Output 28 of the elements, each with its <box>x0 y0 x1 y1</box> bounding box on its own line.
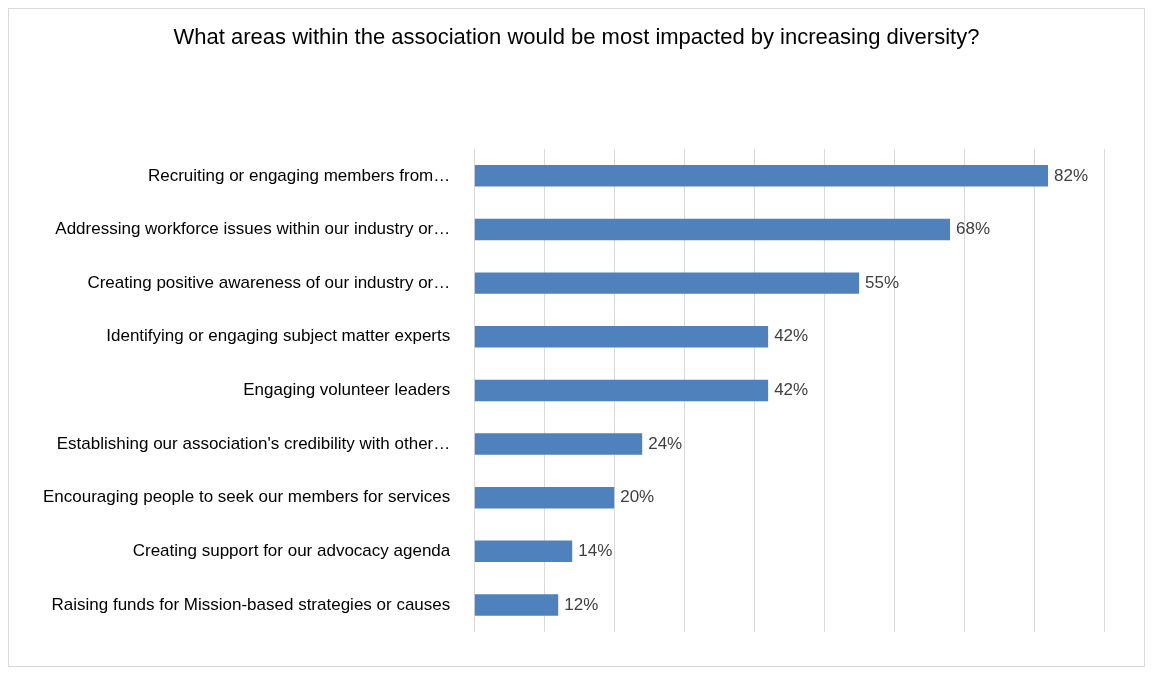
bar <box>474 486 615 509</box>
data-label: 42% <box>774 380 809 400</box>
data-label: 14% <box>578 541 613 561</box>
y-tick-label: Encouraging people to seek our members for services <box>43 487 451 507</box>
y-tick-label: Establishing our association's credibility with other… <box>56 433 451 453</box>
data-label: 42% <box>774 326 809 346</box>
y-tick-label: Creating support for our advocacy agenda <box>132 541 451 561</box>
bar <box>474 433 643 455</box>
data-label: 68% <box>956 219 991 239</box>
data-label: 55% <box>865 272 900 292</box>
data-label: 12% <box>564 594 599 614</box>
chart-title: What areas within the association would be most impacted by increasing diversity? <box>173 24 980 50</box>
data-label: 82% <box>1054 165 1089 185</box>
bar <box>474 326 769 348</box>
y-tick-label: Recruiting or engaging members from… <box>147 165 451 185</box>
y-tick-label: Identifying or engaging subject matter experts <box>106 326 451 346</box>
bar <box>474 594 559 616</box>
y-tick-label: Raising funds for Mission-based strategies or causes <box>51 594 451 614</box>
bar <box>474 379 769 402</box>
bar <box>474 218 951 241</box>
bar <box>474 272 860 294</box>
data-label: 20% <box>620 487 655 507</box>
data-label: 24% <box>648 433 683 453</box>
y-tick-label: Engaging volunteer leaders <box>243 380 451 400</box>
bar <box>474 540 573 563</box>
y-tick-label: Creating positive awareness of our industry or… <box>87 272 451 292</box>
y-tick-label: Addressing workforce issues within our industry or… <box>55 219 451 239</box>
bar <box>474 165 1049 187</box>
